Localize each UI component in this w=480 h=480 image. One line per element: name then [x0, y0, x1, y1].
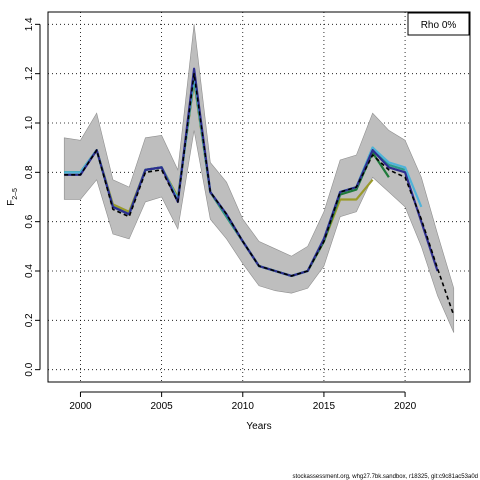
series-layer — [64, 67, 455, 316]
y-tick-label: 0.4 — [24, 264, 35, 278]
footer-credit: stockassessment.org, whg27.7bk.sandbox, … — [293, 474, 478, 480]
y-tick-label: 1.0 — [24, 116, 35, 130]
legend-box — [407, 12, 470, 36]
x-axis: 2000 2005 2010 2015 2020 — [69, 391, 417, 412]
confidence-band-layer — [63, 24, 455, 333]
legend-label: Rho 0% — [421, 20, 457, 31]
x-tick-label: 2015 — [313, 401, 336, 412]
legend: Rho 0% — [407, 12, 470, 36]
y-axis-label-sub: 2–5 — [12, 188, 19, 200]
y-axis: 0.0 0.2 0.4 0.6 0.8 1.0 1.2 1.4 — [24, 17, 41, 377]
x-tick-label: 2005 — [150, 401, 173, 412]
y-axis-label-main: F — [6, 200, 17, 206]
y-tick-label: 0.8 — [24, 165, 35, 179]
y-tick-label: 0.0 — [24, 362, 35, 376]
y-tick-label: 1.2 — [24, 66, 35, 80]
x-tick-label: 2020 — [394, 401, 417, 412]
x-tick-label: 2010 — [232, 401, 255, 412]
plot-frame — [47, 11, 471, 383]
y-axis-label: F2–5 — [6, 188, 19, 206]
x-axis-label: Years — [246, 421, 271, 432]
y-tick-label: 0.6 — [24, 214, 35, 228]
y-tick-label: 1.4 — [24, 17, 35, 31]
x-tick-label: 2000 — [69, 401, 92, 412]
series-line-0 — [64, 72, 455, 316]
confidence-band — [63, 24, 455, 333]
y-tick-label: 0.2 — [24, 313, 35, 327]
